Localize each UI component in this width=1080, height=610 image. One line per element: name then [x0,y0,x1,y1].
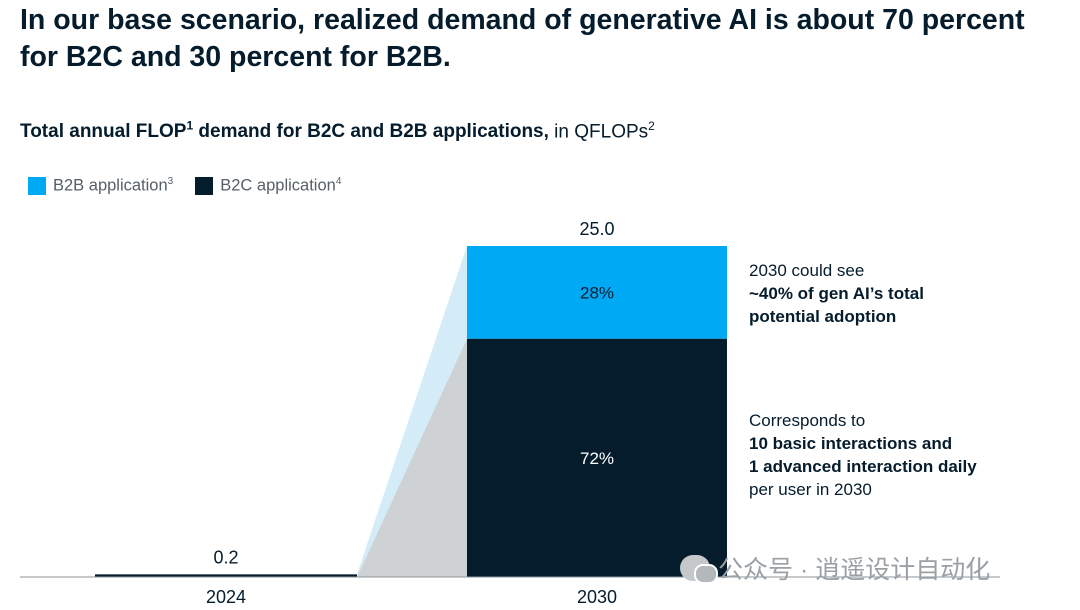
annotation-line: 10 basic interactions and [749,434,953,453]
annotation-line: 2030 could see [749,261,865,280]
legend-footnote-b2c: 4 [335,176,342,187]
legend-label-b2c: B2C application [220,176,336,195]
data-label-b2c-2030: 72% [580,449,614,468]
legend-item-b2b: B2B application3 [28,176,173,196]
subtitle-bold: Total annual FLOP [20,121,187,143]
x-tick-label-2030: 2030 [577,587,617,607]
subtitle-bold-rest: demand for B2C and B2B applications, [193,121,549,143]
chart-subtitle: Total annual FLOP1 demand for B2C and B2… [20,113,655,145]
subtitle-footnote-1: 1 [186,119,194,133]
wechat-icon [680,555,718,584]
annotation-line: 1 advanced interaction daily [749,457,977,476]
data-label-b2b-2030: 28% [580,283,614,302]
legend-footnote-b2b: 3 [167,176,174,187]
watermark: 公众号 · 逍遥设计自动化 [680,550,990,586]
bar-b2c-2030 [467,338,727,577]
legend: B2B application3 B2C application4 [28,176,341,196]
connector-b2b [357,246,467,577]
annotation-line: potential adoption [749,307,897,326]
annotation-line: ~40% of gen AI’s total [749,284,924,303]
x-tick-label-2024: 2024 [206,587,246,607]
annotation-line: Corresponds to [749,411,866,430]
watermark-text: 公众号 · 逍遥设计自动化 [718,556,991,584]
legend-item-b2c: B2C application4 [195,176,341,196]
legend-swatch-b2c [195,176,214,195]
total-label-2030: 25.0 [579,219,614,239]
headline: In our base scenario, realized demand of… [20,4,1025,73]
bar-b2b-2030 [467,246,727,339]
subtitle-unit: in QFLOPs [548,121,649,143]
legend-label-b2b: B2B application [53,176,168,195]
total-label-2024: 0.2 [213,547,238,567]
annotation-adoption: 2030 could see ~40% of gen AI’s total pote… [749,259,924,328]
bar-b2c-2024 [95,574,357,577]
legend-swatch-b2b [28,176,46,195]
subtitle-footnote-2: 2 [648,119,655,133]
annotation-line: per user in 2030 [749,480,872,499]
connector-b2c [357,338,467,577]
annotation-interactions: Corresponds to 10 basic interactions and 1… [749,409,977,501]
